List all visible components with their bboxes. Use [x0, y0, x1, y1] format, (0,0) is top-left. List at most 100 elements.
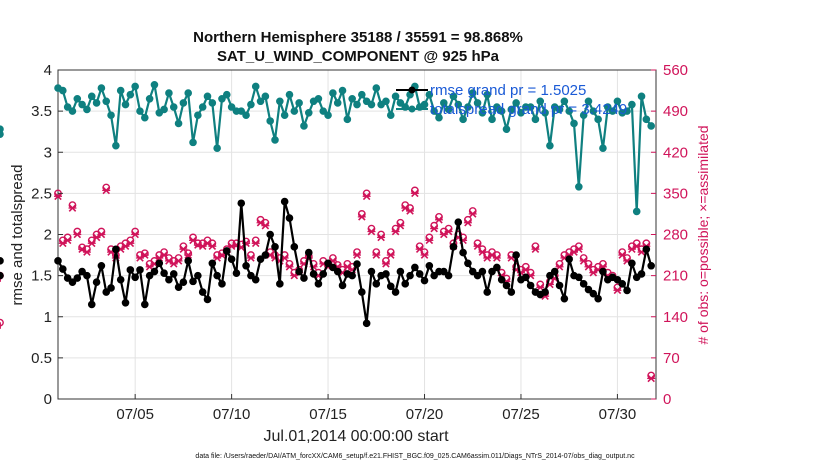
totalspread-point — [488, 115, 496, 124]
totalspread-point — [174, 119, 183, 128]
rmse-point — [59, 265, 67, 273]
y-tick-label: 0 — [44, 391, 52, 408]
rmse-point — [420, 276, 429, 285]
obs-assimilated-point — [179, 245, 188, 253]
totalspread-point — [565, 107, 573, 115]
totalspread-point — [594, 115, 602, 124]
totalspread-point — [280, 111, 289, 120]
chart-title: Northern Hemisphere 35188 / 35591 = 98.8… — [193, 29, 523, 46]
rmse-point — [560, 294, 569, 303]
obs-assimilated-point — [82, 248, 91, 256]
rmse-point — [642, 245, 651, 254]
y-tick-label: 3.5 — [31, 103, 52, 120]
totalspread-point — [218, 94, 226, 103]
obs-assimilated-point — [73, 230, 82, 239]
totalspread-point — [295, 99, 303, 107]
totalspread-point — [642, 115, 651, 124]
totalspread-point — [179, 99, 188, 107]
y-tick-label: 2 — [44, 227, 52, 244]
obs-assimilated-point — [420, 251, 429, 259]
obs-assimilated-point — [584, 263, 593, 271]
totalspread-point — [425, 90, 434, 99]
y-right-tick-label: 280 — [663, 227, 688, 244]
y-right-tick-label: 560 — [663, 62, 688, 79]
totalspread-point — [603, 103, 612, 111]
totalspread-point — [560, 97, 569, 106]
rmse-point — [555, 281, 564, 290]
obs-assimilated-point — [285, 263, 294, 271]
obs-assimilated-point — [362, 192, 371, 201]
obs-assimilated-point — [425, 236, 434, 245]
totalspread-point — [473, 99, 482, 107]
rmse-point — [0, 257, 4, 265]
rmse-point — [430, 271, 438, 280]
totalspread-point — [59, 86, 67, 95]
rmse-point — [256, 255, 265, 263]
rmse-point — [68, 278, 77, 287]
rmse-point — [121, 298, 130, 307]
rmse-point — [415, 270, 424, 278]
totalspread-point — [271, 136, 279, 144]
rmse-point — [184, 257, 193, 265]
totalspread-point — [386, 111, 395, 120]
obs-assimilated-point — [521, 265, 530, 274]
totalspread-point — [391, 92, 400, 101]
rmse-point — [647, 261, 655, 270]
rmse-point — [145, 271, 154, 280]
rmse-point — [314, 280, 323, 288]
y-right-tick-label: 350 — [663, 185, 688, 202]
obs-assimilated-point — [406, 207, 415, 215]
obs-possible-point — [193, 239, 202, 248]
totalspread-point — [194, 111, 202, 120]
obs-assimilated-point — [131, 230, 140, 239]
totalspread-point — [338, 86, 347, 95]
totalspread-point — [63, 103, 72, 111]
totalspread-point — [382, 97, 390, 106]
rmse-point — [473, 271, 482, 280]
totalspread-point — [435, 113, 443, 122]
totalspread-point — [546, 141, 554, 150]
totalspread-point — [531, 115, 540, 124]
rmse-point — [309, 270, 318, 278]
rmse-point — [242, 261, 250, 270]
y-right-tick-label: 490 — [663, 103, 688, 120]
rmse-point — [440, 267, 448, 276]
totalspread-point — [247, 100, 255, 109]
totalspread-point — [112, 141, 120, 150]
y-tick-label: 3 — [44, 144, 52, 161]
totalspread-point — [555, 105, 564, 114]
rmse-point — [194, 271, 202, 280]
y-tick-label: 0.5 — [31, 350, 52, 367]
obs-assimilated-point — [434, 216, 443, 224]
rmse-point — [213, 271, 221, 280]
rmse-point — [575, 273, 583, 282]
rmse-point — [362, 319, 371, 328]
obs-possible-point — [78, 243, 87, 252]
obs-assimilated-point — [54, 192, 62, 201]
totalspread-point — [372, 84, 381, 92]
rmse-point — [546, 271, 554, 280]
totalspread-point — [478, 108, 487, 117]
rmse-point — [459, 248, 467, 257]
rmse-point — [300, 274, 308, 282]
totalspread-point — [430, 107, 438, 115]
x-tick-label: 07/15 — [309, 406, 347, 423]
rmse-point — [502, 281, 511, 290]
obs-assimilated-point — [492, 254, 501, 262]
totalspread-point — [203, 92, 212, 101]
totalspread-point — [536, 97, 545, 106]
rmse-point — [116, 275, 125, 284]
legend-rmse-label: rmse grand pr = 1.5025 — [430, 82, 586, 99]
rmse-point — [97, 261, 106, 270]
obs-assimilated-point — [68, 204, 77, 212]
totalspread-point — [579, 111, 588, 120]
obs-assimilated-point — [377, 233, 386, 242]
rmse-point — [367, 267, 376, 276]
rmse-point — [222, 247, 231, 255]
rmse-point — [613, 275, 622, 284]
rmse-point — [324, 259, 332, 268]
obs-assimilated-point — [647, 374, 656, 383]
chart-subtitle: SAT_U_WIND_COMPONENT @ 925 hPa — [217, 48, 500, 65]
totalspread-point — [208, 99, 217, 107]
totalspread-point — [637, 92, 646, 101]
